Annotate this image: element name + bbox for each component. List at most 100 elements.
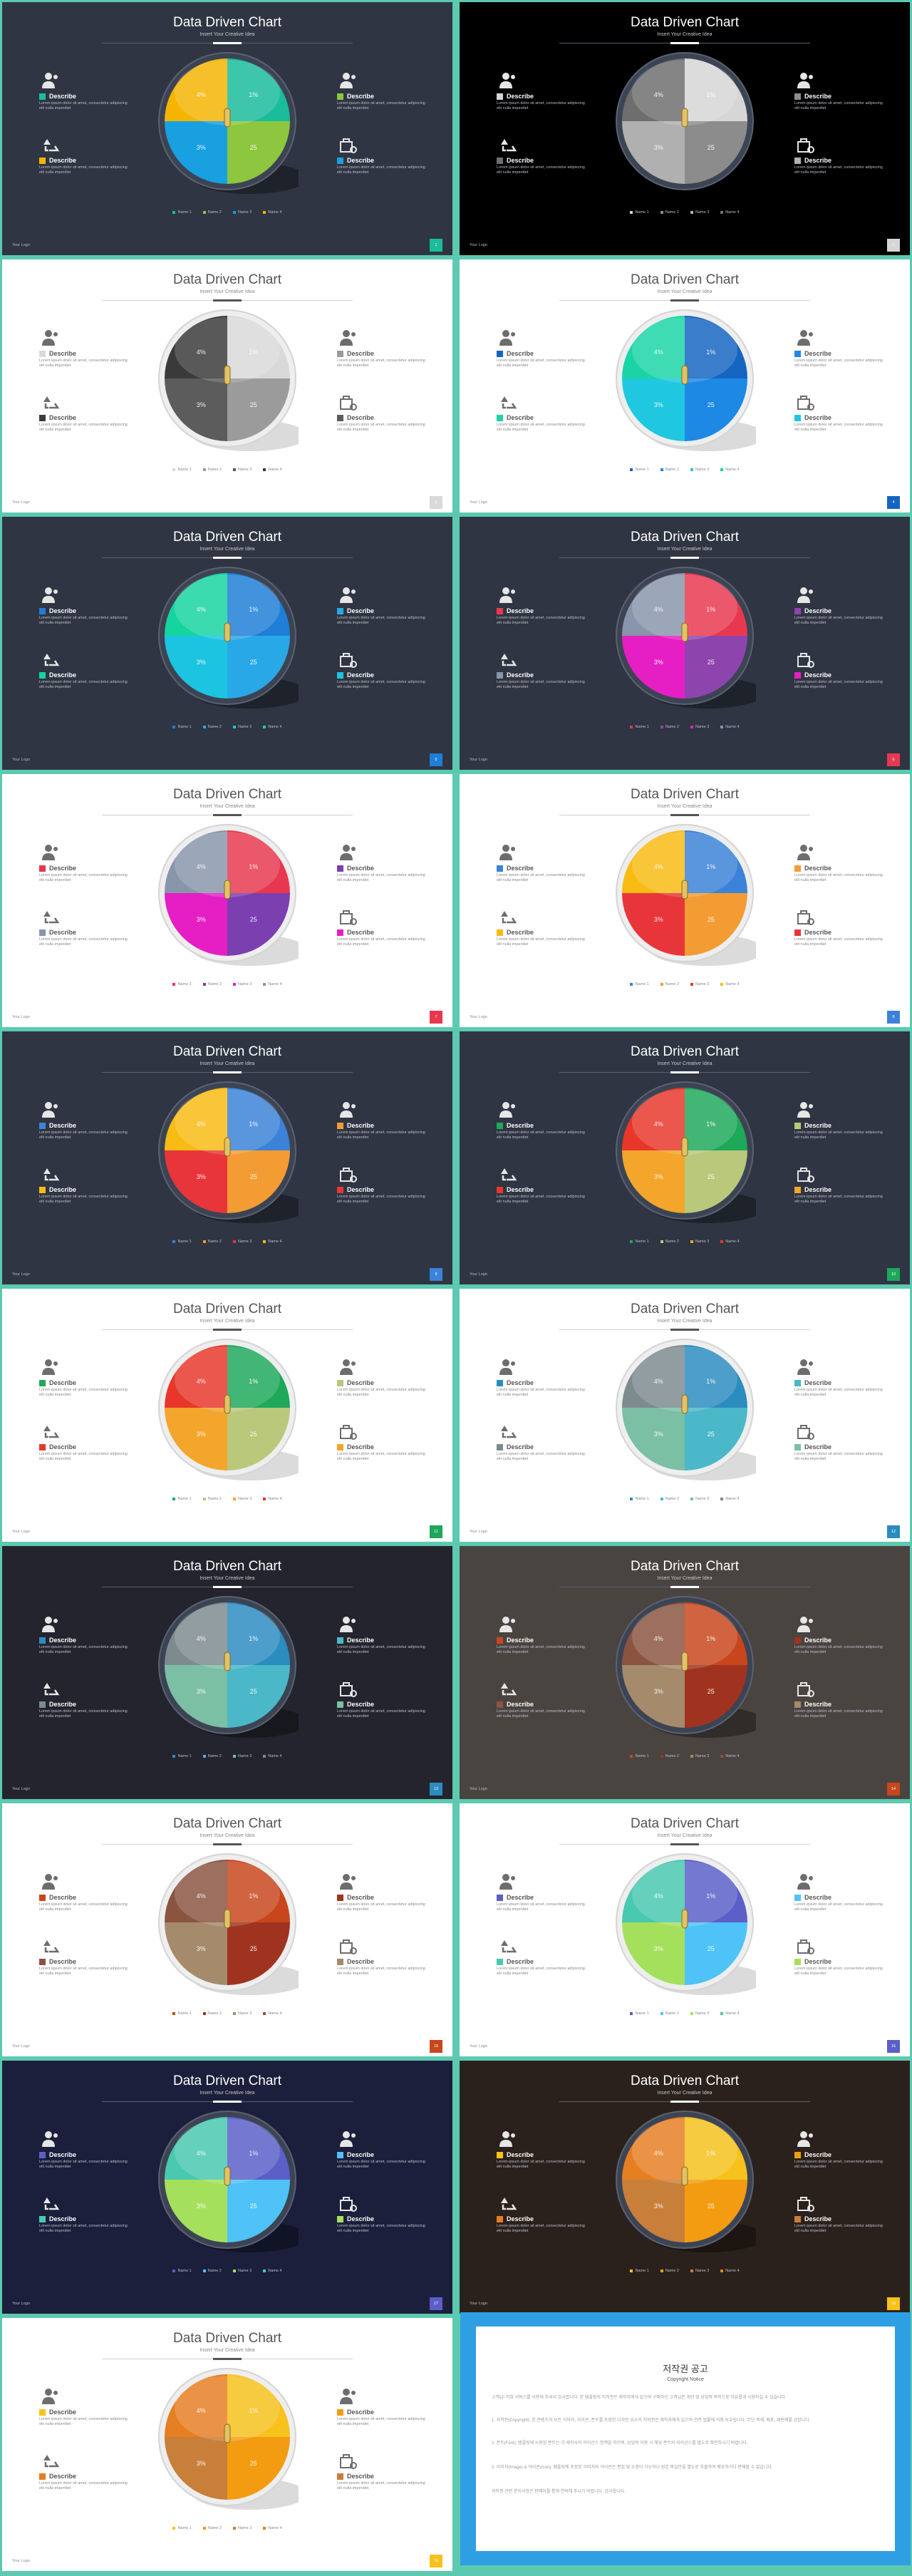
chart-slide: Data Driven Chart Insert Your Creative Id…	[2, 2318, 452, 2571]
chart-slide: Data Driven Chart Insert Your Creative Id…	[460, 1803, 910, 2056]
description-text: Lorem ipsum dolor sit amet, consectetur …	[39, 359, 128, 368]
color-marker	[337, 2473, 343, 2480]
color-marker	[794, 1701, 801, 1708]
chart-slide: Data Driven Chart Insert Your Creative Id…	[460, 2, 910, 255]
description-text: Lorem ipsum dolor sit amet, consectetur …	[39, 873, 128, 882]
chart-slide: Data Driven Chart Insert Your Creative Id…	[2, 1803, 452, 2056]
center-cap	[224, 1652, 231, 1671]
data-label: 1%	[706, 2150, 715, 2157]
pie-chart: 1% 25 3% 4%	[156, 1594, 307, 1743]
description-text: Lorem ipsum dolor sit amet, consectetur …	[497, 423, 585, 432]
color-marker	[794, 608, 801, 614]
color-marker	[39, 2216, 46, 2222]
legend-label: Name 3	[238, 2011, 252, 2016]
slide-number: 4	[887, 496, 900, 509]
color-marker	[497, 672, 503, 679]
pie-slice	[227, 1860, 290, 1922]
legend-label: Name 4	[268, 210, 282, 215]
legend-item: Name 1	[630, 2269, 649, 2274]
color-marker	[794, 1444, 801, 1451]
color-marker	[794, 865, 801, 872]
legend-swatch	[233, 1754, 236, 1758]
description-text: Lorem ipsum dolor sit amet, consectetur …	[337, 1709, 425, 1719]
pie-slice	[622, 1665, 685, 1728]
legend-item: Name 2	[660, 1754, 679, 1759]
user-icon	[337, 2129, 358, 2149]
user-icon	[794, 328, 816, 348]
legend-item: Name 2	[660, 210, 679, 215]
divider	[559, 1072, 670, 1073]
divider	[699, 2101, 810, 2102]
legend-swatch	[202, 1754, 206, 1758]
slide-number: 17	[430, 2297, 442, 2310]
color-marker	[794, 672, 801, 679]
color-marker	[39, 1895, 46, 1901]
user-icon	[497, 1100, 518, 1120]
color-marker	[794, 1959, 801, 1965]
legend-swatch	[263, 468, 266, 471]
pie-slice	[165, 1150, 227, 1213]
legend-item: Name 3	[690, 1497, 709, 1502]
pie-slice	[685, 1602, 747, 1665]
legend-swatch	[660, 1240, 663, 1243]
describe-label: Describe	[507, 414, 534, 421]
chart-slide: Data Driven Chart Insert Your Creative Id…	[2, 259, 452, 512]
recycle-icon	[497, 392, 518, 412]
pie-chart: 1% 25 3% 4%	[156, 50, 307, 200]
data-label: 3%	[197, 1688, 206, 1695]
legend-swatch	[263, 1497, 266, 1500]
user-icon	[39, 328, 61, 348]
slide-subtitle: Insert Your Creative Idea	[657, 1061, 712, 1066]
describe-label: Describe	[347, 929, 375, 936]
recycle-icon	[39, 1421, 61, 1441]
legend-label: Name 4	[725, 725, 740, 729]
legend-item: Name 1	[630, 982, 649, 987]
pie-slice	[227, 1408, 290, 1470]
pie-slice	[622, 1150, 685, 1213]
data-label: 1%	[706, 1892, 715, 1900]
pie-gloss	[175, 60, 280, 125]
legend-swatch	[233, 1497, 236, 1500]
legend-label: Name 2	[207, 1497, 222, 1501]
description-text: Lorem ipsum dolor sit amet, consectetur …	[337, 937, 425, 947]
description-text: Lorem ipsum dolor sit amet, consectetur …	[794, 616, 883, 625]
color-marker	[39, 929, 46, 936]
logo-text: Your Logo	[12, 1272, 30, 1277]
describe-label: Describe	[49, 671, 77, 679]
data-label: 4%	[197, 91, 206, 98]
describe-label: Describe	[507, 1894, 534, 1901]
describe-label: Describe	[347, 671, 375, 679]
data-label: 4%	[197, 1892, 206, 1900]
chart-legend: Name 1 Name 2 Name 3 Name 4	[2, 2526, 452, 2531]
color-marker	[337, 2409, 343, 2416]
legend-item: Name 1	[630, 1497, 649, 1502]
color-marker	[39, 672, 46, 679]
legend-item: Name 1	[172, 1240, 192, 1245]
divider-accent	[670, 1586, 699, 1588]
color-marker	[794, 1895, 801, 1901]
user-icon	[794, 1100, 816, 1120]
legend-item: Name 2	[660, 2011, 679, 2016]
legend-item: Name 4	[720, 1497, 740, 1502]
legend-label: Name 2	[207, 1240, 222, 1244]
description-text: Lorem ipsum dolor sit amet, consectetur …	[497, 2160, 585, 2169]
pie-slice	[227, 1922, 290, 1985]
slide-number: 19	[430, 2555, 442, 2567]
data-label: 1%	[706, 349, 715, 356]
data-label: 1%	[249, 349, 258, 356]
legend-item: Name 3	[690, 982, 709, 987]
user-icon	[39, 585, 61, 605]
user-icon	[794, 2129, 816, 2149]
notice-paragraph: 저작권 관련 문의사항은 판매처를 통해 연락해 주시기 바랍니다. 감사합니다…	[492, 2490, 626, 2494]
pie-chart: 1% 25 3% 4%	[156, 1079, 307, 1229]
center-cap	[224, 1909, 231, 1929]
legend-item: Name 3	[233, 982, 252, 987]
data-label: 3%	[197, 2460, 206, 2467]
data-label: 1%	[249, 2407, 258, 2414]
legend-swatch	[172, 2269, 176, 2272]
description-text: Lorem ipsum dolor sit amet, consectetur …	[497, 101, 585, 110]
pie-gloss	[632, 575, 737, 640]
chart-legend: Name 1 Name 2 Name 3 Name 4	[2, 982, 452, 987]
color-marker	[497, 93, 503, 100]
color-marker	[794, 93, 801, 100]
